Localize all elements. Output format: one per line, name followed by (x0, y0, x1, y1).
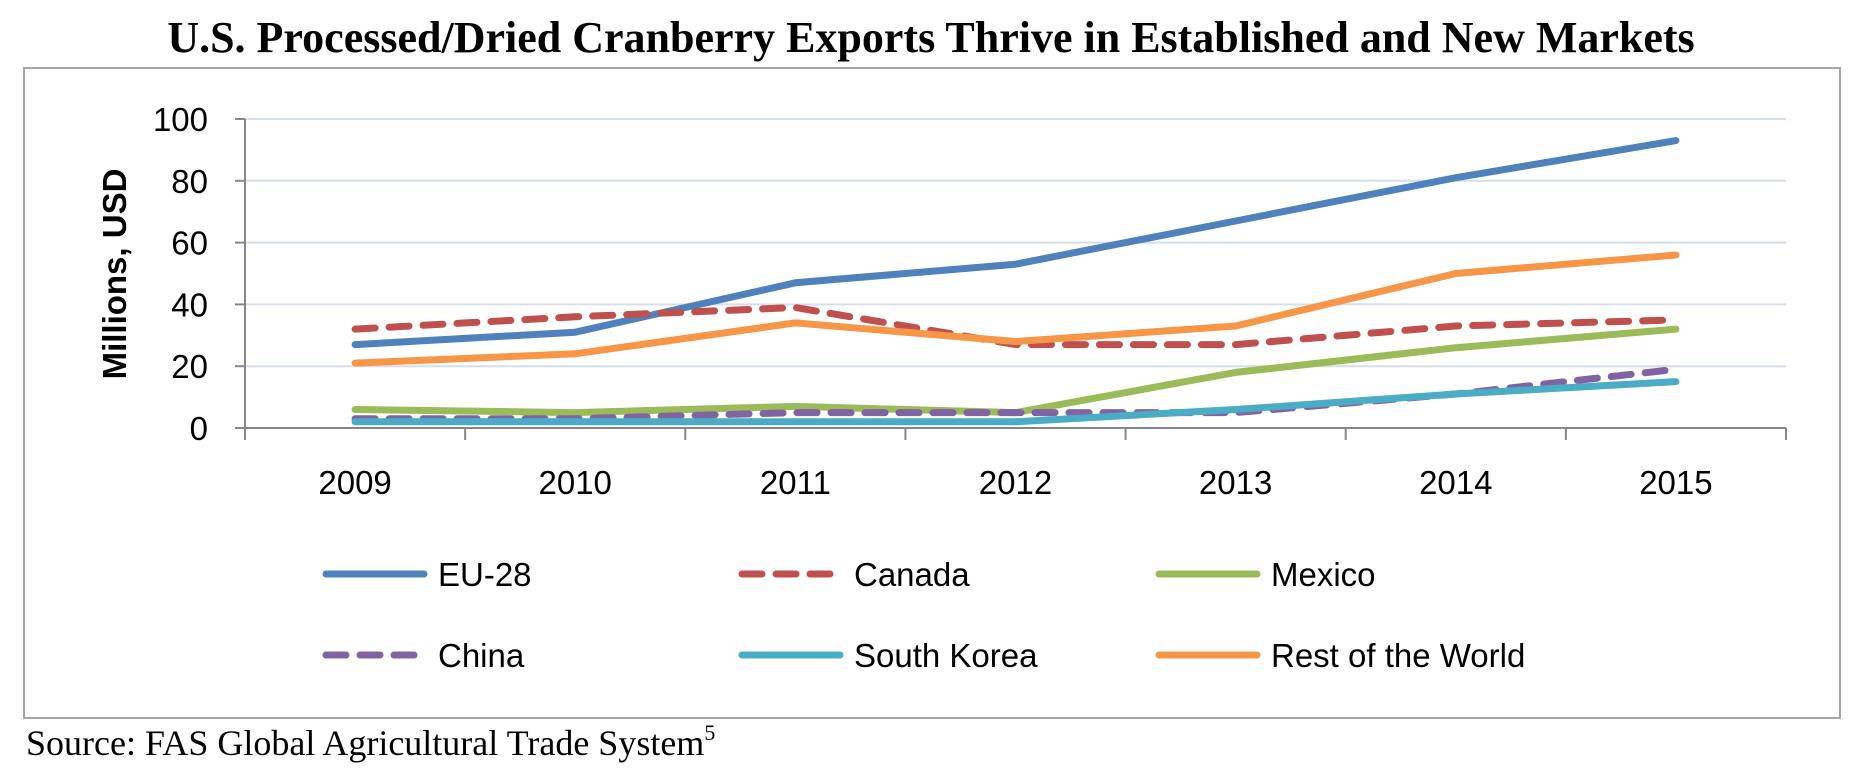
x-tick-label: 2009 (318, 464, 391, 501)
series-line-rest-of-the-world (351, 251, 1680, 367)
y-tick-label: 100 (153, 101, 208, 138)
y-tick-label: 80 (171, 163, 208, 200)
source-text: Source: FAS Global Agricultural Trade Sy… (26, 723, 705, 763)
legend-item: South Korea (738, 637, 1038, 674)
source-footnote-mark: 5 (704, 720, 716, 745)
x-tick-label: 2013 (1199, 464, 1272, 501)
y-tick-label: 0 (190, 410, 208, 447)
legend-item: Canada (738, 556, 970, 593)
legend-item: Mexico (1155, 556, 1376, 593)
x-tick-label: 2011 (760, 464, 831, 501)
y-tick-label: 40 (171, 286, 208, 323)
x-tick-labels: 2009 2010 2011 2012 2013 2014 2015 (318, 464, 1712, 501)
x-tick-label: 2012 (979, 464, 1052, 501)
source-note: Source: FAS Global Agricultural Trade Sy… (26, 720, 716, 764)
legend-label: Rest of the World (1271, 637, 1525, 674)
axes (235, 118, 1787, 440)
line-chart: 0 20 40 60 80 100 2009 2010 2011 2012 2013 2014 201… (23, 67, 1841, 719)
legend-label: China (438, 637, 525, 674)
x-tick-label: 2015 (1639, 464, 1712, 501)
chart-title: U.S. Processed/Dried Cranberry Exports T… (167, 13, 1695, 62)
legend-item: China (322, 637, 525, 674)
y-tick-label: 60 (171, 225, 208, 262)
legend-label: EU-28 (438, 556, 532, 593)
legend-item: Rest of the World (1155, 637, 1525, 674)
legend: EU-28 Canada Mexico China South Korea Rest of… (322, 556, 1525, 674)
series-line-eu-28 (351, 137, 1680, 349)
legend-label: Mexico (1271, 556, 1376, 593)
gridlines (245, 118, 1786, 368)
x-tick-label: 2010 (539, 464, 612, 501)
legend-label: Canada (854, 556, 970, 593)
chart-frame (23, 67, 1841, 719)
series-lines (351, 137, 1680, 426)
x-tick-label: 2014 (1419, 464, 1492, 501)
y-tick-labels: 0 20 40 60 80 100 (153, 101, 208, 447)
legend-item: EU-28 (322, 556, 532, 593)
y-axis-label: Millions, USD (96, 169, 133, 380)
legend-label: South Korea (854, 637, 1038, 674)
series-line-south-korea (351, 378, 1680, 426)
y-tick-label: 20 (171, 348, 208, 385)
